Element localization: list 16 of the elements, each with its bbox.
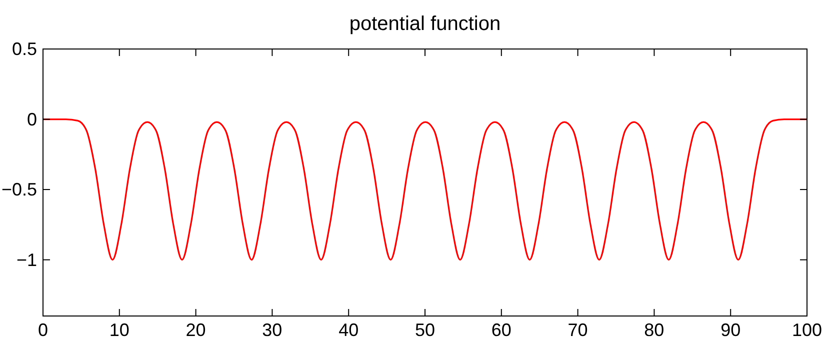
x-tick-label: 40 bbox=[338, 320, 359, 340]
x-tick-label: 30 bbox=[262, 320, 282, 340]
x-tick-label: 20 bbox=[186, 320, 206, 340]
x-tick-label: 50 bbox=[414, 320, 436, 340]
y-tick-label: −1 bbox=[16, 250, 37, 270]
x-tick-label: 90 bbox=[720, 320, 741, 340]
x-tick-label: 100 bbox=[792, 320, 822, 340]
y-tick-label: 0.5 bbox=[12, 39, 37, 59]
x-tick-label: 70 bbox=[568, 320, 588, 340]
x-tick-label: 10 bbox=[109, 320, 130, 340]
x-tick-label: 80 bbox=[644, 320, 664, 340]
line-series bbox=[42, 118, 808, 261]
y-tick-label: 0 bbox=[26, 109, 37, 130]
y-tick-label: −0.5 bbox=[1, 180, 37, 200]
x-tick-label: 60 bbox=[491, 320, 512, 340]
chart-title: potential function bbox=[349, 13, 501, 35]
